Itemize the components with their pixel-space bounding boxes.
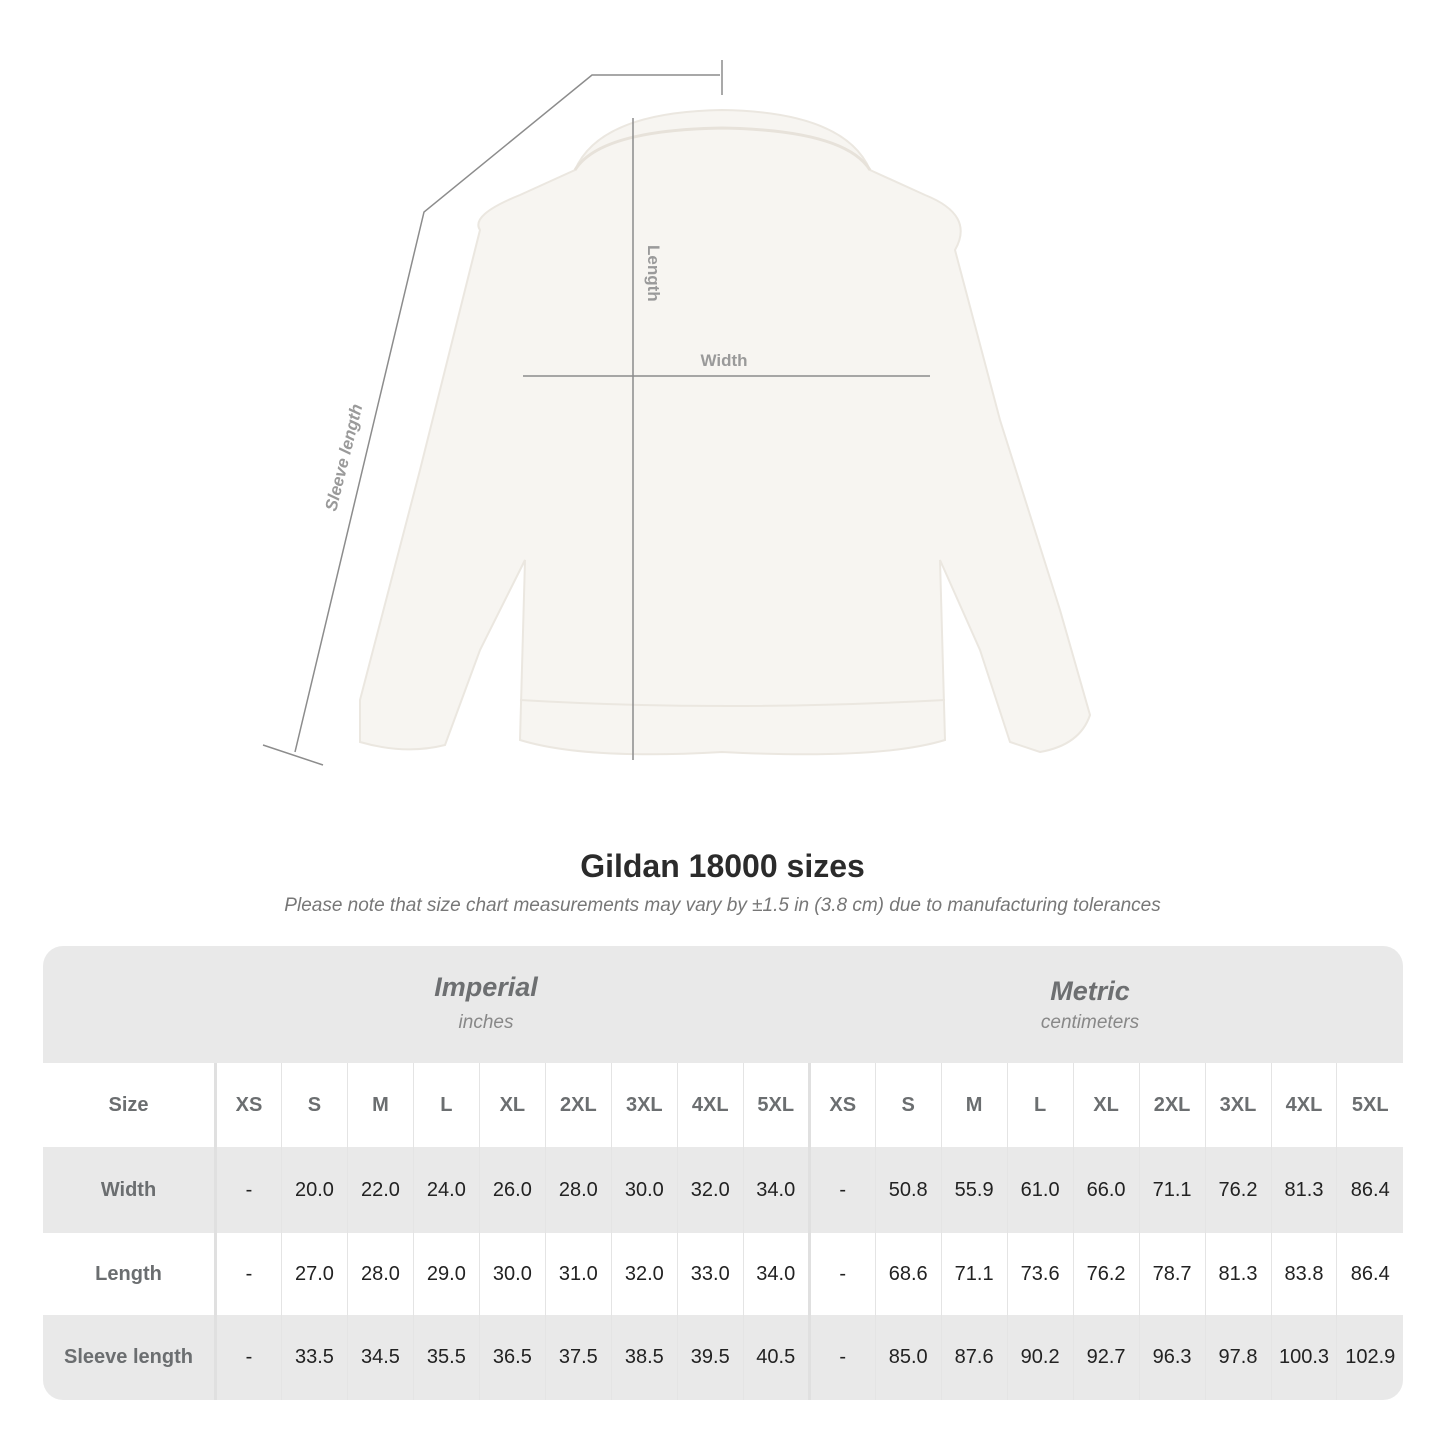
metric-size-header: L — [1006, 1063, 1074, 1147]
length-label: Length — [644, 245, 663, 302]
chart-title: Gildan 18000 sizes — [580, 848, 865, 884]
table-row: Length -27.0 28.0 29.0 30.0 31.0 32.0 33.0 34.0-… — [43, 1233, 1403, 1315]
metric-value-cell: - — [807, 1147, 876, 1233]
metric-size-header: XS — [807, 1063, 876, 1147]
table-row: Width -20.0 22.0 24.0 26.0 28.0 30.0 32.0 34.0-5… — [43, 1147, 1403, 1233]
imperial-size-header: M — [346, 1063, 414, 1147]
imperial-value-cell: 38.5 — [610, 1315, 678, 1400]
metric-size-header: XL — [1072, 1063, 1140, 1147]
metric-value-cell: 71.1 — [940, 1233, 1008, 1315]
metric-value-cell: 86.4 — [1336, 1233, 1403, 1315]
metric-value-cell: - — [807, 1315, 876, 1400]
imperial-value-cell: - — [215, 1147, 282, 1233]
metric-value-cell: 50.8 — [874, 1147, 942, 1233]
imperial-value-cell: 27.0 — [280, 1233, 348, 1315]
imperial-size-header: 5XL — [742, 1063, 810, 1147]
row-label: Length — [43, 1233, 217, 1315]
metric-size-header: 2XL — [1138, 1063, 1206, 1147]
imperial-value-cell: 33.0 — [676, 1233, 744, 1315]
imperial-value-cell: 40.5 — [742, 1315, 810, 1400]
metric-title: Metric — [1050, 976, 1130, 1006]
imperial-size-header: XS — [215, 1063, 282, 1147]
imperial-value-cell: 26.0 — [478, 1147, 546, 1233]
metric-value-cell: 61.0 — [1006, 1147, 1074, 1233]
imperial-value-cell: 31.0 — [544, 1233, 612, 1315]
metric-unit: centimeters — [1040, 1012, 1140, 1033]
row-label: Sleeve length — [43, 1315, 217, 1400]
imperial-size-header: XL — [478, 1063, 546, 1147]
imperial-value-cell: 32.0 — [676, 1147, 744, 1233]
metric-value-cell: 68.6 — [874, 1233, 942, 1315]
imperial-value-cell: 29.0 — [412, 1233, 480, 1315]
row-label: Width — [43, 1147, 217, 1233]
imperial-value-cell: 20.0 — [280, 1147, 348, 1233]
metric-value-cell: 55.9 — [940, 1147, 1008, 1233]
metric-value-cell: 76.2 — [1072, 1233, 1140, 1315]
size-grid: Size XS S M L XL 2XL 3XL 4XL 5XL XS S M L XL 2XL 3XL 4XL 5… — [43, 1063, 1403, 1400]
imperial-size-header: S — [280, 1063, 348, 1147]
metric-value-cell: 81.3 — [1270, 1147, 1337, 1233]
metric-value-cell: 86.4 — [1336, 1147, 1403, 1233]
imperial-unit: inches — [458, 1012, 514, 1033]
metric-value-cell: 102.9 — [1336, 1315, 1403, 1400]
imperial-value-cell: 36.5 — [478, 1315, 546, 1400]
imperial-value-cell: 24.0 — [412, 1147, 480, 1233]
metric-size-header: M — [940, 1063, 1008, 1147]
imperial-value-cell: 32.0 — [610, 1233, 678, 1315]
imperial-value-cell: 34.5 — [346, 1315, 414, 1400]
size-header-label: Size — [43, 1063, 217, 1147]
metric-value-cell: 76.2 — [1204, 1147, 1271, 1233]
metric-header: Metric centimeters — [809, 946, 1403, 1063]
metric-value-cell: 96.3 — [1138, 1315, 1206, 1400]
metric-value-cell: 83.8 — [1270, 1233, 1337, 1315]
imperial-value-cell: - — [215, 1233, 282, 1315]
imperial-value-cell: 39.5 — [676, 1315, 744, 1400]
imperial-value-cell: 22.0 — [346, 1147, 414, 1233]
metric-value-cell: 71.1 — [1138, 1147, 1206, 1233]
metric-value-cell: 87.6 — [940, 1315, 1008, 1400]
imperial-size-header: 4XL — [676, 1063, 744, 1147]
imperial-value-cell: - — [215, 1315, 282, 1400]
metric-value-cell: 100.3 — [1270, 1315, 1337, 1400]
imperial-title: Imperial — [434, 972, 538, 1002]
sleeve-length-label: Sleeve length — [321, 402, 366, 513]
imperial-header: Imperial inches — [43, 946, 809, 1063]
imperial-value-cell: 33.5 — [280, 1315, 348, 1400]
imperial-size-header: 3XL — [610, 1063, 678, 1147]
metric-size-header: 5XL — [1336, 1063, 1403, 1147]
imperial-size-header: L — [412, 1063, 480, 1147]
metric-value-cell: 81.3 — [1204, 1233, 1271, 1315]
metric-value-cell: 73.6 — [1006, 1233, 1074, 1315]
tolerance-note: Please note that size chart measurements… — [284, 895, 1161, 916]
imperial-value-cell: 34.0 — [742, 1233, 810, 1315]
table-row: Sleeve length -33.5 34.5 35.5 36.5 37.5 38.5 39… — [43, 1315, 1403, 1400]
metric-size-header: 4XL — [1270, 1063, 1337, 1147]
metric-value-cell: 85.0 — [874, 1315, 942, 1400]
imperial-value-cell: 30.0 — [610, 1147, 678, 1233]
imperial-value-cell: 35.5 — [412, 1315, 480, 1400]
imperial-value-cell: 28.0 — [544, 1147, 612, 1233]
metric-size-header: S — [874, 1063, 942, 1147]
metric-value-cell: 97.8 — [1204, 1315, 1271, 1400]
metric-size-header: 3XL — [1204, 1063, 1271, 1147]
imperial-value-cell: 28.0 — [346, 1233, 414, 1315]
metric-value-cell: 92.7 — [1072, 1315, 1140, 1400]
measurement-lines — [262, 60, 930, 766]
size-table: Imperial inches Metric centimeters Size X… — [43, 946, 1403, 1400]
imperial-value-cell: 30.0 — [478, 1233, 546, 1315]
metric-value-cell: 66.0 — [1072, 1147, 1140, 1233]
sweatshirt-diagram: Length Width Sleeve length — [262, 60, 1092, 766]
imperial-size-header: 2XL — [544, 1063, 612, 1147]
metric-value-cell: - — [807, 1233, 876, 1315]
metric-value-cell: 78.7 — [1138, 1233, 1206, 1315]
width-label: Width — [700, 351, 747, 370]
size-header-row: Size XS S M L XL 2XL 3XL 4XL 5XL XS S M L XL 2XL 3XL 4XL 5… — [43, 1063, 1403, 1147]
imperial-value-cell: 34.0 — [742, 1147, 810, 1233]
metric-value-cell: 90.2 — [1006, 1315, 1074, 1400]
sweatshirt-image — [359, 108, 1092, 756]
imperial-value-cell: 37.5 — [544, 1315, 612, 1400]
